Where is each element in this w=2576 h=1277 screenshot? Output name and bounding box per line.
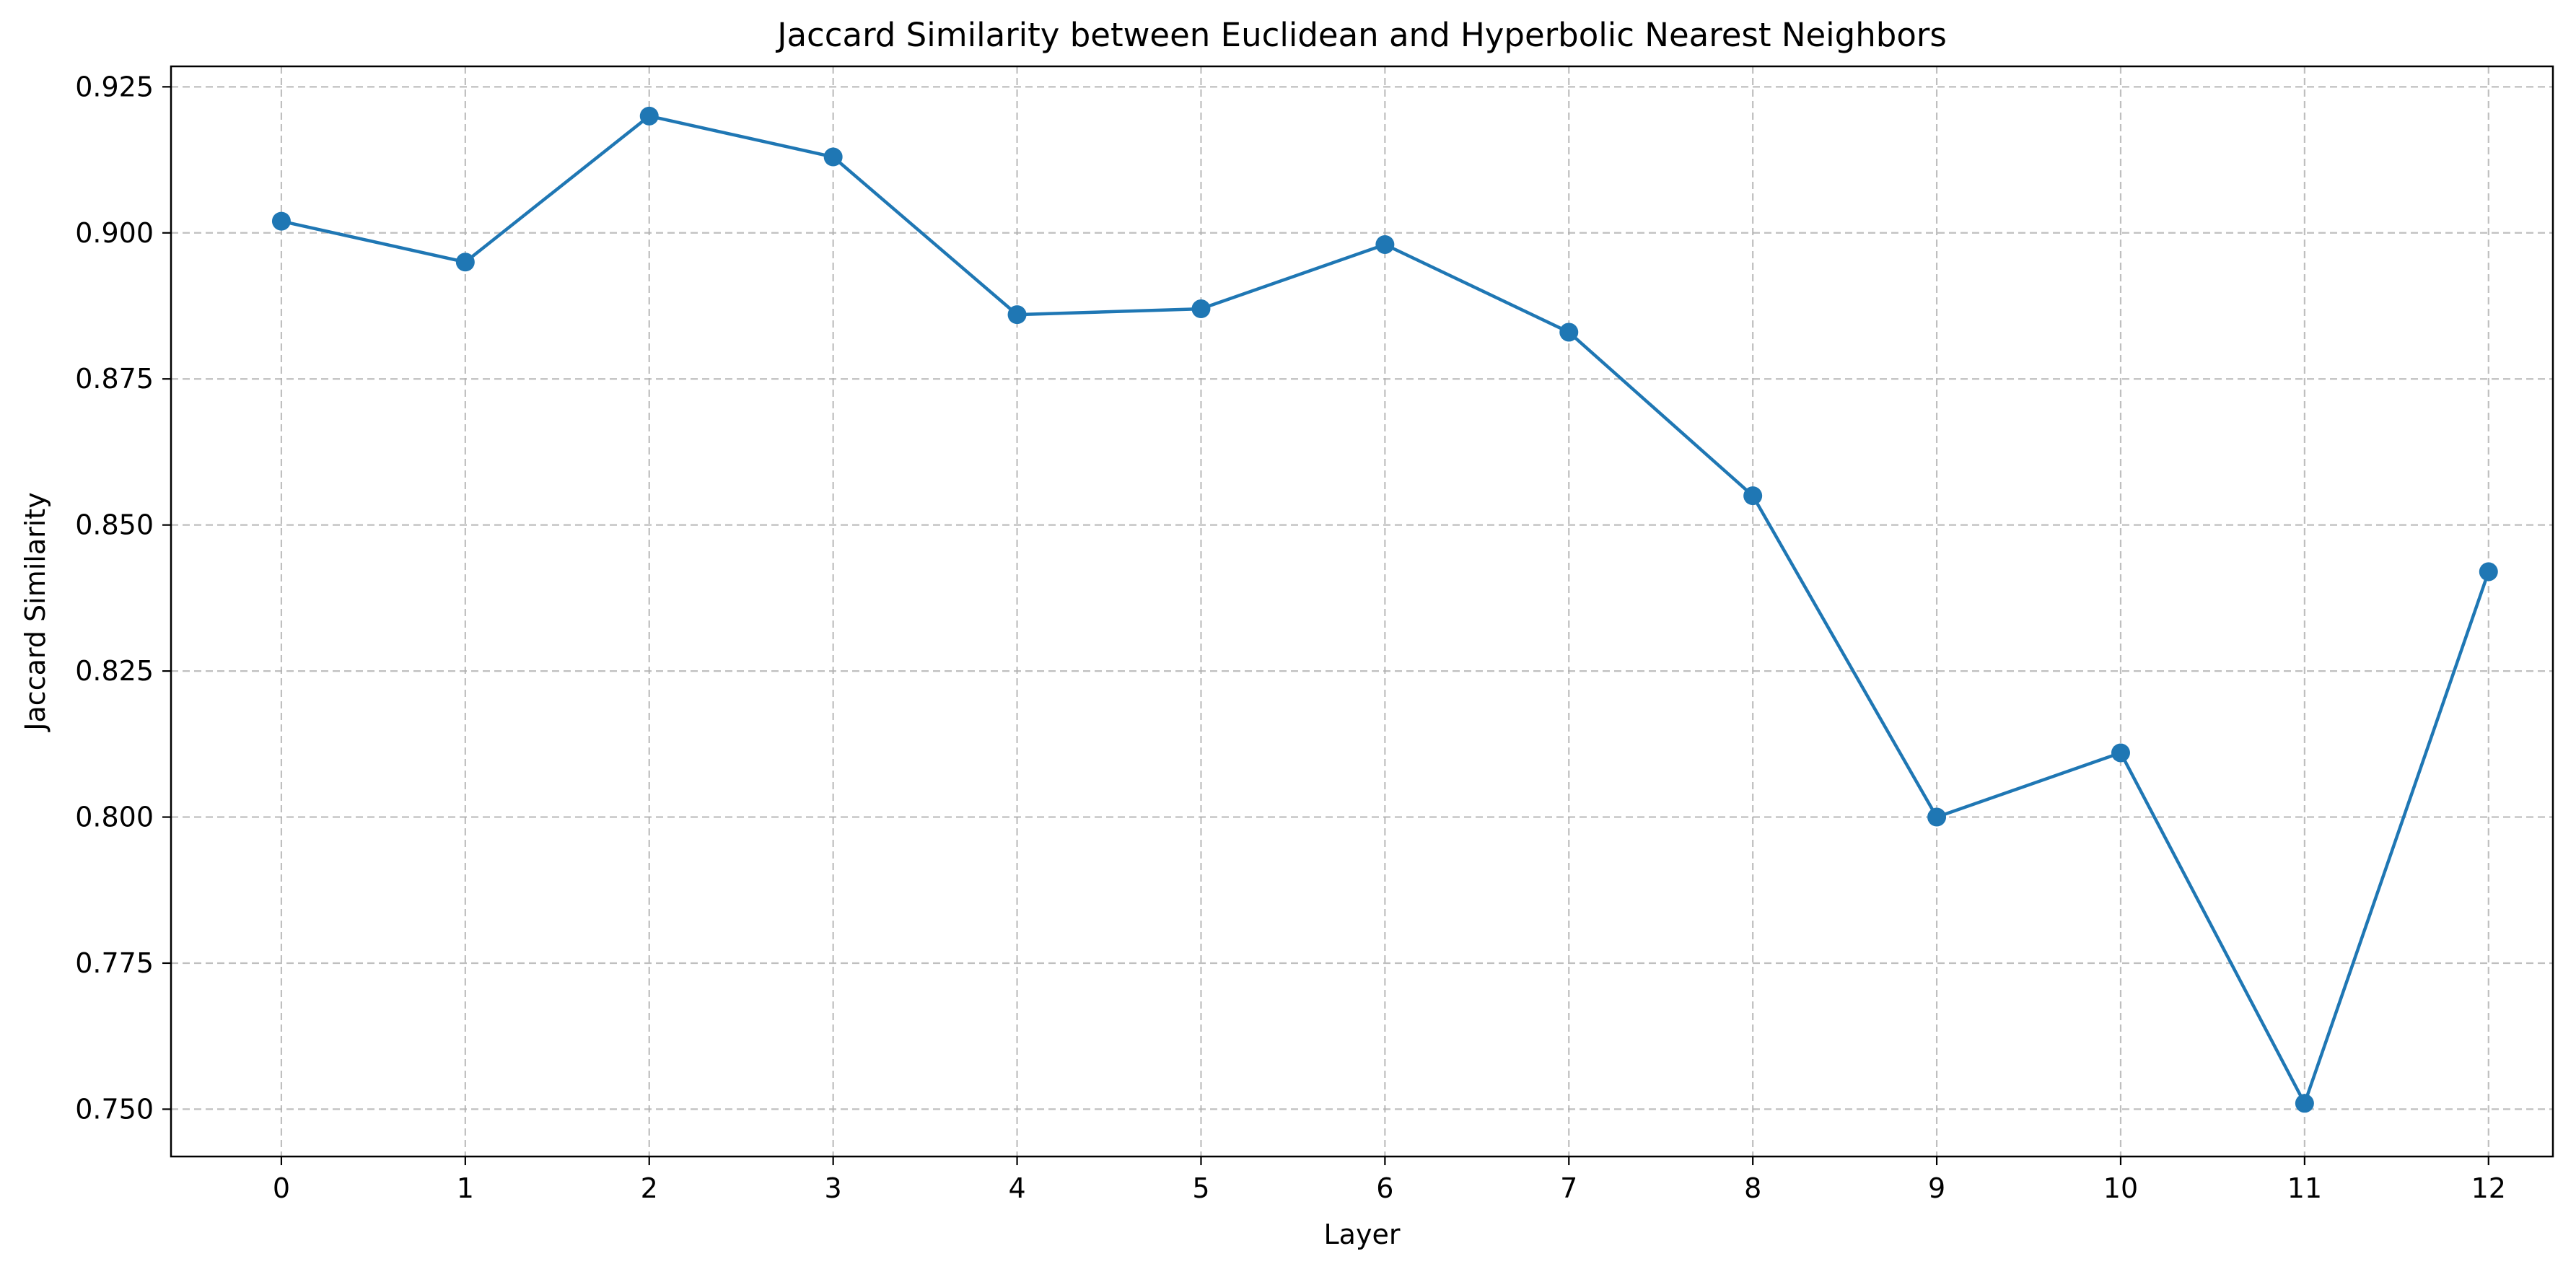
x-tick-label: 10 [2103, 1172, 2138, 1204]
y-tick-label: 0.850 [75, 509, 154, 541]
series-layer [271, 106, 2498, 1113]
x-tick-label: 12 [2471, 1172, 2506, 1204]
x-tick-label: 2 [641, 1172, 658, 1204]
y-tick-label: 0.900 [75, 217, 154, 249]
x-tick-label: 4 [1008, 1172, 1025, 1204]
data-point [1375, 234, 1395, 254]
x-tick-label: 5 [1192, 1172, 1209, 1204]
data-point [1191, 299, 1211, 319]
x-axis-label: Layer [1324, 1219, 1401, 1250]
data-point [455, 253, 475, 272]
y-axis-label: Jaccard Similarity [19, 492, 51, 732]
x-tick-label: 1 [457, 1172, 474, 1204]
x-tick-label: 6 [1376, 1172, 1393, 1204]
x-axis-ticks: 0 1 2 3 4 5 6 7 8 9 10 11 12 [273, 1157, 2506, 1204]
data-point [1559, 322, 1579, 342]
chart-title: Jaccard Similarity between Euclidean and… [775, 16, 1947, 54]
y-tick-label: 0.800 [75, 802, 154, 833]
x-tick-label: 9 [1928, 1172, 1945, 1204]
grid-lines [171, 66, 2553, 1157]
data-point [1743, 486, 1763, 506]
data-point [823, 147, 843, 167]
x-tick-label: 8 [1744, 1172, 1761, 1204]
plot-frame [170, 65, 2554, 1158]
x-tick-label: 7 [1560, 1172, 1577, 1204]
data-point [639, 106, 659, 126]
y-tick-label: 0.750 [75, 1093, 154, 1125]
x-tick-label: 0 [273, 1172, 290, 1204]
y-tick-label: 0.925 [75, 71, 154, 102]
x-tick-label: 3 [825, 1172, 842, 1204]
data-point [2479, 562, 2498, 582]
data-point [2111, 743, 2130, 763]
x-tick-label: 11 [2287, 1172, 2322, 1204]
y-tick-label: 0.775 [75, 947, 154, 979]
y-axis-ticks: 0.750 0.775 0.800 0.825 0.850 0.875 0.900 0.925 [75, 71, 171, 1125]
y-tick-label: 0.875 [75, 363, 154, 395]
data-point [2295, 1094, 2314, 1113]
data-point [1007, 305, 1027, 325]
y-tick-label: 0.825 [75, 655, 154, 687]
data-point [271, 211, 291, 231]
data-point [1927, 807, 1947, 827]
